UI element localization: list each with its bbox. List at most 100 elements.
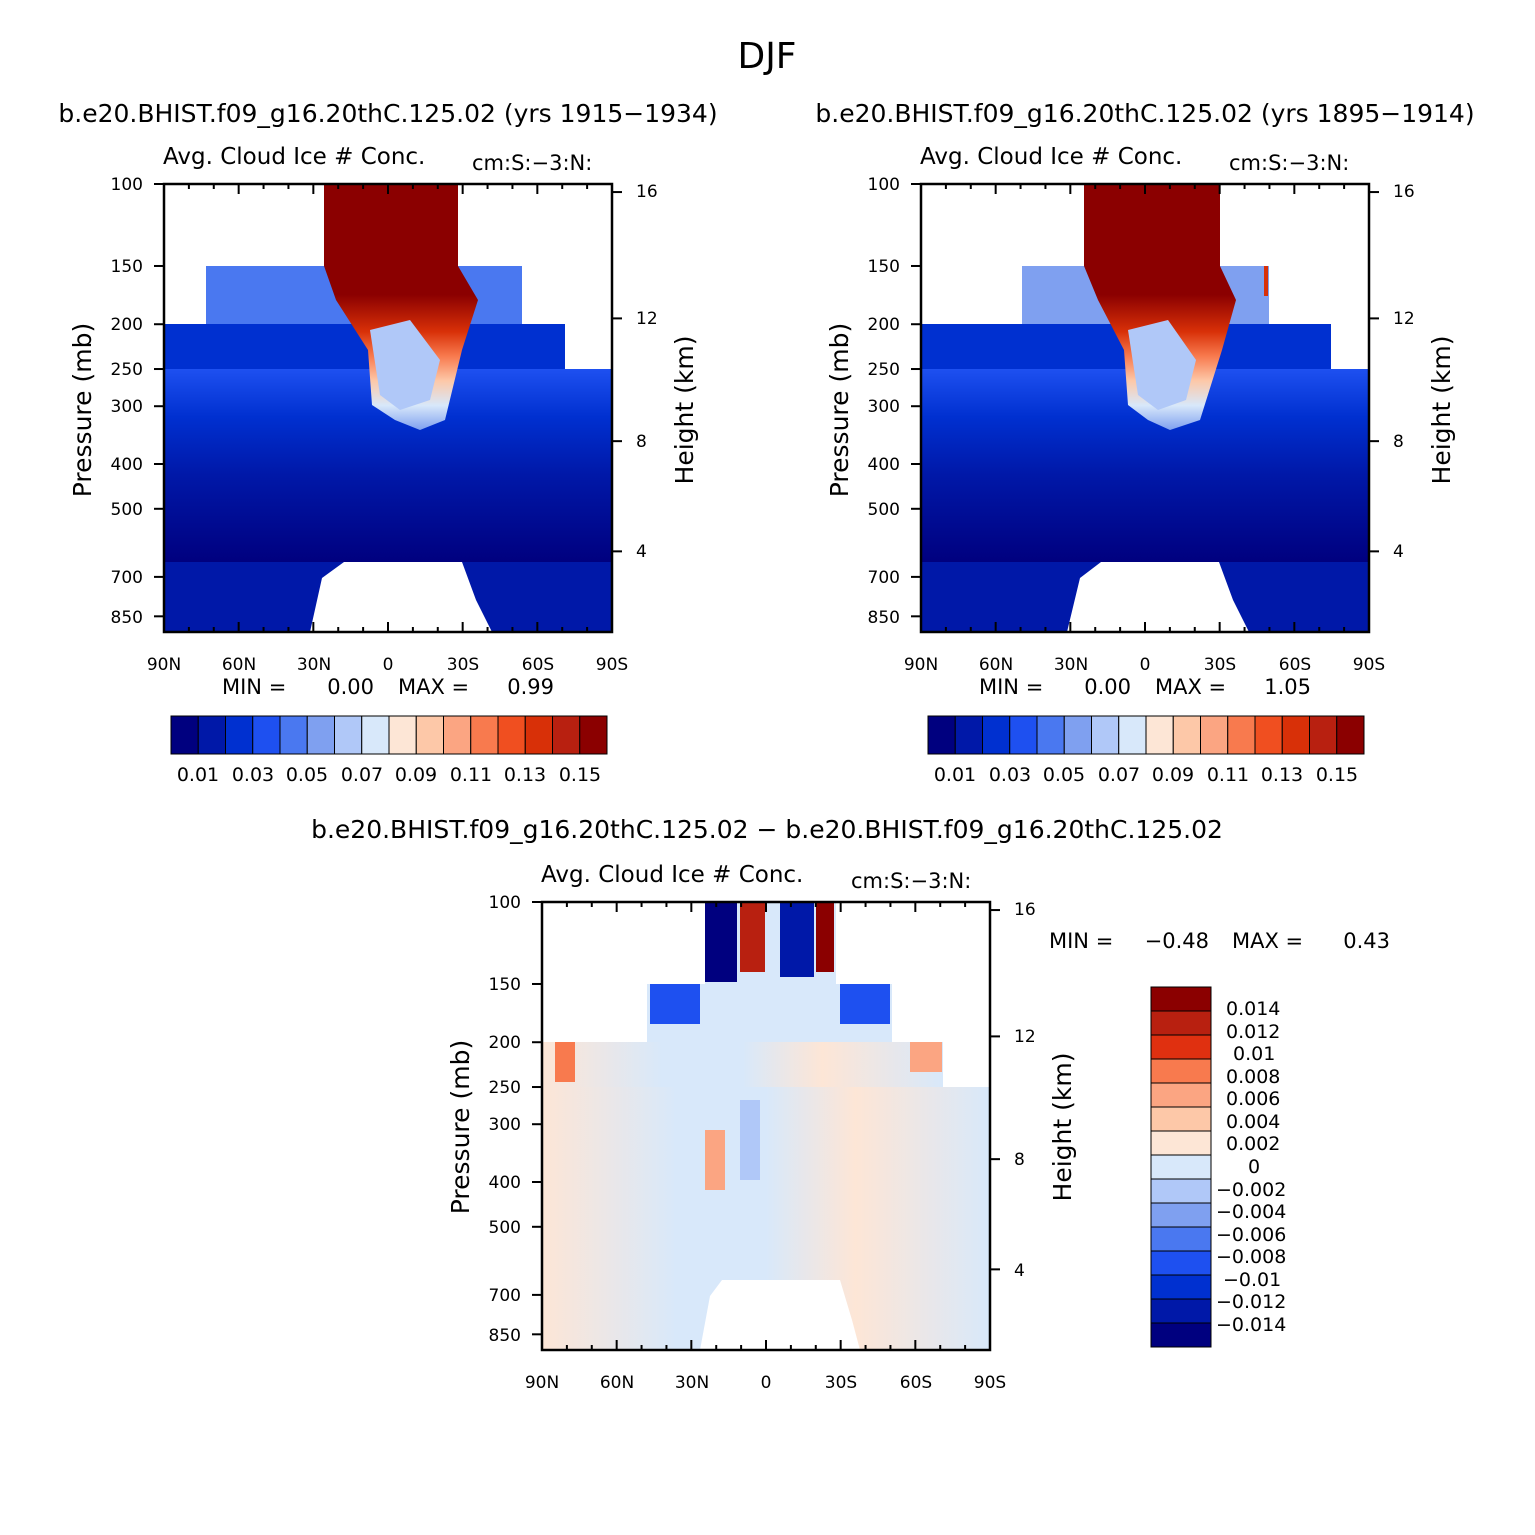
panel-1-ytick-850: 850 <box>111 608 143 628</box>
panel-2-ytick-700: 700 <box>868 568 900 588</box>
panel-2-colorbar <box>927 715 1365 755</box>
panel-1-ytick-300: 300 <box>111 397 143 417</box>
panel-2-cb-label-1: 0.03 <box>989 764 1031 786</box>
panel-1-cb-label-5: 0.11 <box>450 764 492 786</box>
panel-1-colorbar-swatch-12 <box>497 715 526 755</box>
panel-2-min-label: MIN = <box>979 675 1043 699</box>
panel-3-xtick-90n: 90N <box>525 1373 559 1393</box>
panel-3-xtick-90s: 90S <box>974 1373 1006 1393</box>
panel-2-subtitle: b.e20.BHIST.f09_g16.20thC.125.02 (yrs 18… <box>815 99 1474 128</box>
panel-3-ytick-100: 100 <box>489 893 521 913</box>
panel-1-ylabel: Pressure (mb) <box>68 323 97 497</box>
panel-3-cb-label-3: 0.008 <box>1226 1066 1280 1088</box>
panel-2-max-label: MAX = <box>1155 675 1226 699</box>
panel-2-rtick-8: 8 <box>1393 432 1404 452</box>
panel-3-cb-label-0: 0.014 <box>1226 998 1280 1020</box>
panel-3-cb-label-1: 0.012 <box>1226 1021 1280 1043</box>
panel-1-field-red-core <box>324 184 458 266</box>
panel-2-colorbar-labels: 0.01 0.03 0.05 0.07 0.09 0.11 0.13 0.15 <box>934 764 1358 786</box>
panel-3-cb-label-7: 0 <box>1248 1156 1260 1178</box>
panel-3-xtick-0: 0 <box>761 1373 772 1393</box>
panel-3-yticks-right: 16 12 8 4 <box>1014 900 1036 1281</box>
panel-3-field-red-streak-1 <box>740 902 765 972</box>
panel-1-colorbar-labels: 0.01 0.03 0.05 0.07 0.09 0.11 0.13 0.15 <box>177 764 601 786</box>
panel-3-ytick-400: 400 <box>489 1173 521 1193</box>
panel-3-ylabel-right: Height (km) <box>1048 1053 1077 1202</box>
panel-3-ytick-850: 850 <box>489 1326 521 1346</box>
panel-1-colorbar-swatch-9 <box>415 715 444 755</box>
panel-2-xtick-90n: 90N <box>904 655 938 675</box>
panel-3-rtick-12: 12 <box>1014 1027 1036 1047</box>
panel-1-cb-label-0: 0.01 <box>177 764 219 786</box>
panel-3-xtick-30n: 30N <box>675 1373 709 1393</box>
panel-1-colorbar-swatch-5 <box>306 715 335 755</box>
panel-1-ytick-200: 200 <box>111 315 143 335</box>
panel-2-colorbar-swatch-6 <box>1091 715 1120 755</box>
panel-1-ytick-250: 250 <box>111 360 143 380</box>
panel-3-xtick-60s: 60S <box>900 1373 932 1393</box>
panel-2-max-value: 1.05 <box>1264 675 1311 699</box>
panel-2-cb-label-6: 0.13 <box>1261 764 1303 786</box>
panel-2-colorbar-swatch-5 <box>1063 715 1092 755</box>
panel-2-ylabel: Pressure (mb) <box>825 323 854 497</box>
panel-3-colorbar-swatch-14 <box>1150 1322 1212 1348</box>
panel-2-colorbar-swatch-7 <box>1118 715 1147 755</box>
panel-1-colorbar <box>170 715 608 755</box>
panel-1-yticks-right: 16 12 8 4 <box>636 182 658 562</box>
panel-1-title-right: cm:S:−3:N: <box>472 151 592 175</box>
panel-2-tick-marks <box>911 183 1379 632</box>
panel-1-cb-label-1: 0.03 <box>232 764 274 786</box>
panel-2-colorbar-swatch-15 <box>1336 715 1365 755</box>
panel-2-xtick-90s: 90S <box>1353 655 1385 675</box>
panel-3-tick-marks <box>532 901 1000 1350</box>
panel-3-field-blue-streak-2 <box>780 902 814 977</box>
panel-2-colorbar-swatch-3 <box>1009 715 1038 755</box>
panel-2-ylabel-right: Height (km) <box>1427 336 1456 485</box>
panel-2-ytick-150: 150 <box>868 257 900 277</box>
panel-1-xtick-30n: 30N <box>297 655 331 675</box>
panel-2-xtick-30s: 30S <box>1204 655 1236 675</box>
panel-3-ytick-200: 200 <box>489 1033 521 1053</box>
panel-3-title-left: Avg. Cloud Ice # Conc. <box>541 862 803 888</box>
panel-1-subtitle: b.e20.BHIST.f09_g16.20thC.125.02 (yrs 19… <box>58 99 717 128</box>
panel-3-field-land <box>700 1280 860 1350</box>
panel-3-cb-label-2: 0.01 <box>1233 1043 1275 1065</box>
panel-2-rtick-16: 16 <box>1393 182 1415 202</box>
page-title: DJF <box>737 36 796 77</box>
panel-1-max-label: MAX = <box>398 675 469 699</box>
panel-3-ytick-500: 500 <box>489 1218 521 1238</box>
panel-1-colorbar-swatch-2 <box>225 715 254 755</box>
panel-3-ytick-250: 250 <box>489 1078 521 1098</box>
panel-1-rtick-12: 12 <box>636 309 658 329</box>
panel-3-cb-label-14: −0.014 <box>1216 1314 1286 1336</box>
panel-2-cb-label-7: 0.15 <box>1316 764 1358 786</box>
panel-2-colorbar-swatch-10 <box>1200 715 1229 755</box>
panel-1-colorbar-swatch-4 <box>279 715 308 755</box>
panel-3-colorbar-swatch-13 <box>1150 1298 1212 1324</box>
panel-2-yticks-right: 16 12 8 4 <box>1393 182 1415 562</box>
panel-2-cb-label-2: 0.05 <box>1043 764 1085 786</box>
panel-3-colorbar-swatch-5 <box>1150 1106 1212 1132</box>
panel-1-ytick-100: 100 <box>111 175 143 195</box>
panel-3-cb-label-4: 0.006 <box>1226 1088 1280 1110</box>
panel-2-xtick-0: 0 <box>1140 655 1151 675</box>
panel-1-colorbar-swatch-0 <box>170 715 199 755</box>
panel-3-cb-label-9: −0.004 <box>1216 1201 1286 1223</box>
panel-2-ytick-500: 500 <box>868 500 900 520</box>
panel-1-ytick-400: 400 <box>111 455 143 475</box>
panel-2-xtick-60s: 60S <box>1279 655 1311 675</box>
panel-3-field-band-200 <box>542 1042 943 1087</box>
panel-1-rtick-16: 16 <box>636 182 658 202</box>
panel-3-colorbar-swatch-8 <box>1150 1178 1212 1204</box>
panel-1-tick-marks <box>154 183 622 632</box>
panel-3-ytick-150: 150 <box>489 975 521 995</box>
panel-1-cb-label-4: 0.09 <box>395 764 437 786</box>
panel-3-xtick-60n: 60N <box>600 1373 634 1393</box>
panel-1-colorbar-swatch-13 <box>524 715 553 755</box>
panel-3-max-label: MAX = <box>1232 929 1303 953</box>
panel-1-title-left: Avg. Cloud Ice # Conc. <box>163 144 425 170</box>
panel-2-ytick-400: 400 <box>868 455 900 475</box>
panel-3-cb-label-8: −0.002 <box>1216 1179 1286 1201</box>
panel-1-cb-label-6: 0.13 <box>504 764 546 786</box>
panel-1-cb-label-2: 0.05 <box>286 764 328 786</box>
